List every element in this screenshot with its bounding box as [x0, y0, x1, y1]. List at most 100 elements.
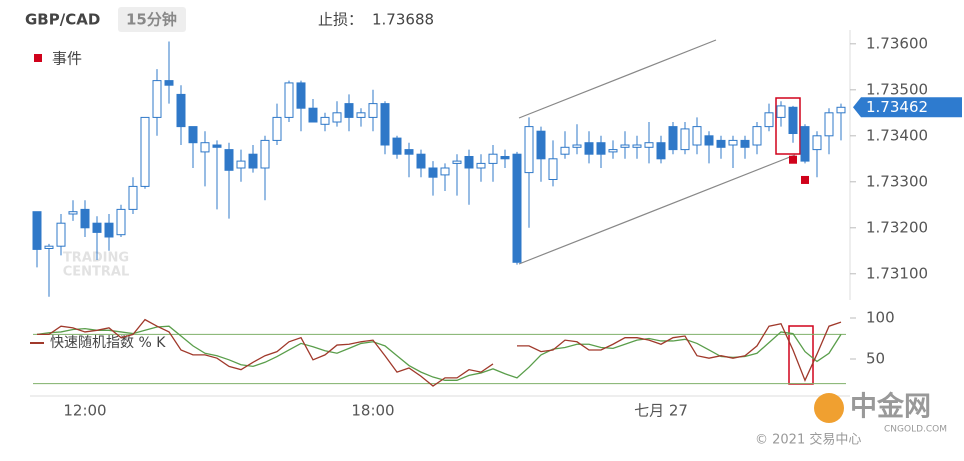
candle-body — [812, 135, 822, 151]
timeframe[interactable]: 15分钟 — [126, 11, 177, 29]
y-tick-label: 1.73100 — [866, 264, 928, 282]
candle-body — [344, 103, 354, 118]
candle-body — [656, 142, 666, 160]
candle-body — [440, 167, 450, 176]
candle-body — [404, 149, 414, 155]
candle-body — [560, 146, 570, 155]
candle-body — [608, 149, 618, 153]
stop-loss-value: 1.73688 — [372, 11, 434, 29]
candle-body — [752, 126, 762, 146]
candle-body — [536, 130, 546, 160]
candle-body — [680, 128, 690, 151]
last-price-tag — [853, 97, 962, 118]
candle-body — [776, 105, 786, 118]
y-tick-label: 50 — [866, 350, 885, 368]
candle-body — [692, 126, 702, 146]
candle-body — [104, 222, 114, 238]
candle-body — [248, 153, 258, 169]
candle-body — [500, 156, 510, 160]
candle-body — [392, 137, 402, 155]
candle-body — [92, 222, 102, 233]
candle-body — [416, 153, 426, 169]
y-tick-label: 100 — [866, 309, 895, 327]
candle-body — [176, 93, 186, 128]
candle-body — [512, 153, 522, 263]
candle-body — [788, 106, 798, 135]
candle-body — [56, 222, 66, 247]
last-price-label: 1.73462 — [866, 98, 928, 116]
candle-body — [260, 139, 270, 169]
logo-icon — [814, 393, 844, 423]
candle-body — [200, 142, 210, 153]
x-tick-label: 12:00 — [63, 402, 106, 420]
y-tick-label: 1.73600 — [866, 34, 928, 52]
candle-body — [764, 112, 774, 128]
candle-body — [452, 160, 462, 164]
candle-body — [236, 160, 246, 169]
candle-body — [320, 116, 330, 125]
candle-body — [728, 139, 738, 146]
event-marker — [801, 175, 809, 184]
y-tick-label: 1.73500 — [866, 80, 928, 98]
highlight-box — [775, 97, 801, 155]
candle-body — [716, 139, 726, 148]
candle-body — [704, 135, 714, 146]
x-tick-label: 七月 27 — [634, 402, 688, 420]
y-tick-label: 1.73200 — [866, 218, 928, 236]
channel-upper — [518, 39, 717, 119]
candle-body — [188, 126, 198, 144]
stop-loss-label: 止损： — [318, 11, 363, 29]
candle-body — [476, 162, 486, 169]
candle-body — [488, 153, 498, 164]
x-tick-label: 18:00 — [351, 402, 394, 420]
candle-body — [356, 112, 366, 118]
legend-label: 快速随机指数 % K — [50, 335, 166, 351]
stochastic-line — [36, 325, 842, 381]
candle-body — [284, 82, 294, 118]
legend-swatch — [34, 54, 42, 62]
candle-body — [308, 107, 318, 123]
candle-body — [800, 126, 810, 162]
candle-body — [164, 80, 174, 86]
candle-body — [836, 106, 846, 114]
candle-body — [596, 142, 606, 155]
candle-body — [140, 116, 150, 187]
timeframe-box[interactable] — [118, 7, 186, 32]
candle-body — [128, 185, 138, 210]
candle-body — [212, 144, 222, 148]
candle-body — [428, 167, 438, 178]
candle-body — [524, 126, 534, 174]
watermark: CENTRAL — [63, 265, 130, 280]
copyright: © 2021 交易中心 — [755, 432, 861, 448]
candle-body — [584, 142, 594, 155]
candle-body — [68, 211, 78, 215]
candle-body — [620, 144, 630, 148]
watermark: TRADING — [63, 251, 129, 266]
candle-body — [32, 211, 42, 250]
candle-body — [380, 103, 390, 146]
logo: 中金网 — [850, 391, 931, 423]
candle-body — [332, 112, 342, 123]
chart-title: GBP/CAD — [25, 11, 100, 29]
candle-body — [272, 116, 282, 141]
channel-lower — [518, 154, 796, 265]
y-tick-label: 1.73400 — [866, 126, 928, 144]
stochastic-line — [37, 318, 842, 387]
candle-body — [644, 142, 654, 148]
candle-body — [80, 208, 90, 229]
candle-body — [824, 112, 834, 137]
candle-body — [116, 208, 126, 236]
y-tick-label: 1.73300 — [866, 172, 928, 190]
candle-body — [740, 139, 750, 148]
candle-body — [224, 149, 234, 171]
candle-body — [632, 144, 642, 148]
candle-body — [44, 245, 54, 249]
legend-label: 事件 — [52, 50, 82, 68]
candle-body — [572, 144, 582, 148]
candle-body — [548, 158, 558, 180]
logo-sub: CNGOLD.COM — [884, 425, 947, 435]
candle-body — [296, 82, 306, 109]
candle-body — [152, 80, 162, 118]
